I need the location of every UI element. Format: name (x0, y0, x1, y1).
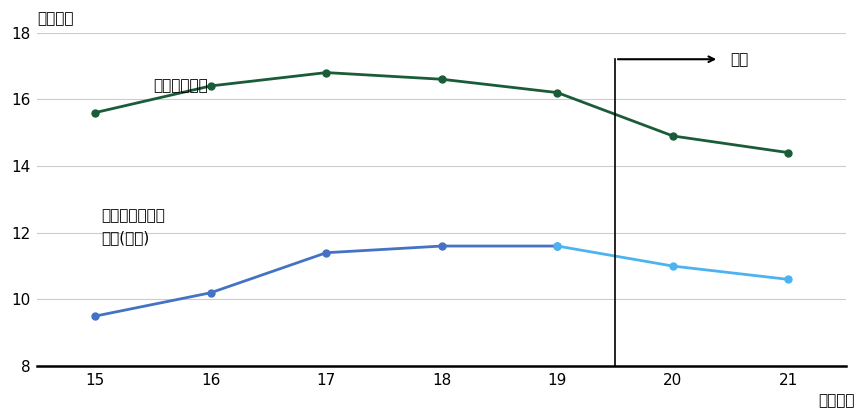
Text: 民間非住宅建設: 民間非住宅建設 (101, 209, 165, 224)
Text: 民間住宅投資: 民間住宅投資 (153, 79, 207, 93)
Text: 投資(建築): 投資(建築) (101, 230, 149, 245)
Text: （兆円）: （兆円） (37, 11, 74, 26)
Text: （年度）: （年度） (818, 393, 854, 408)
Text: 予測: 予測 (731, 52, 749, 67)
